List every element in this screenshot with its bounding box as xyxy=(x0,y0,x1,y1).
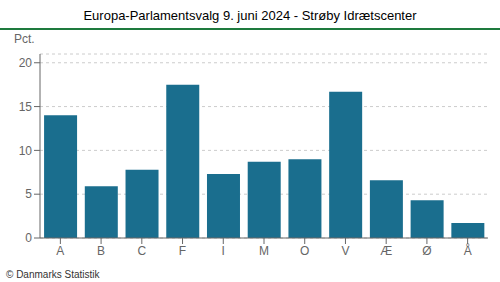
svg-text:V: V xyxy=(341,244,349,258)
html-text:Europa-Parlamentsvalg 9. juni: Europa-Parlamentsvalg 9. juni 2024 - Str… xyxy=(83,8,417,23)
svg-text:Ø: Ø xyxy=(422,244,431,258)
html-text:Pct.: Pct. xyxy=(14,32,35,46)
svg-text:O: O xyxy=(300,244,309,258)
svg-text:A: A xyxy=(56,244,64,258)
svg-text:0: 0 xyxy=(25,231,32,245)
svg-text:5: 5 xyxy=(25,187,32,201)
svg-text:15: 15 xyxy=(19,100,33,114)
svg-text:B: B xyxy=(97,244,105,258)
html-text:© Danmarks Statistik: © Danmarks Statistik xyxy=(6,269,100,280)
svg-text:F: F xyxy=(179,244,186,258)
svg-text:M: M xyxy=(259,244,269,258)
svg-text:Æ: Æ xyxy=(380,244,392,258)
svg-text:C: C xyxy=(137,244,146,258)
svg-text:Å: Å xyxy=(464,243,472,258)
svg-text:I: I xyxy=(222,244,225,258)
svg-text:20: 20 xyxy=(19,56,33,70)
svg-text:10: 10 xyxy=(19,144,33,158)
